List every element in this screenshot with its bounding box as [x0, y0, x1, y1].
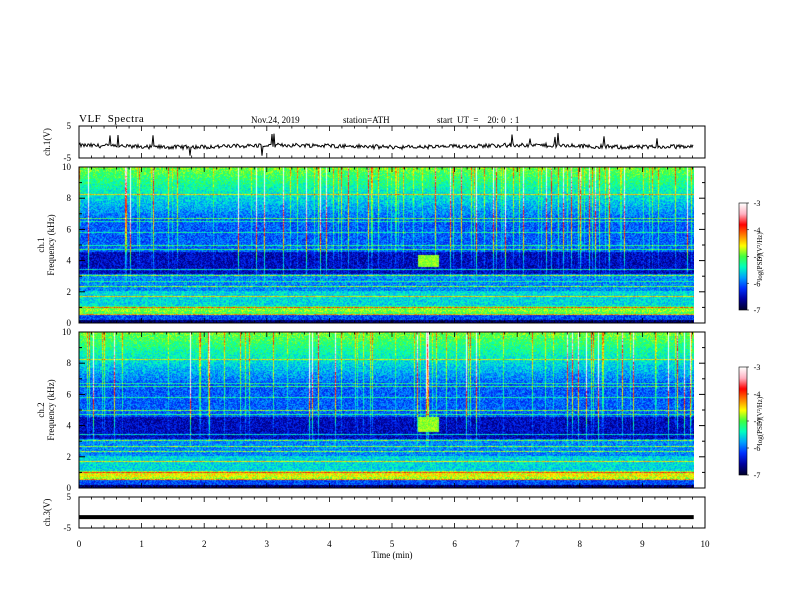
y-axis-label: Frequency (kHz)	[46, 379, 56, 440]
colorbar-tick-label: -7	[754, 306, 761, 315]
y-tick-label: 2	[67, 287, 72, 297]
date-label: Nov.24, 2019	[251, 115, 300, 125]
y-axis-label: ch.1(V)	[42, 128, 52, 156]
y-tick-label: 4	[67, 256, 72, 266]
x-tick-label: 2	[202, 539, 207, 549]
figure-title: VLF Spectra	[79, 113, 145, 125]
y-tick-label: -5	[64, 523, 72, 533]
y-tick-label: 0	[67, 318, 72, 328]
x-tick-label: 6	[452, 539, 457, 549]
colorbar-label: log(PSD)(V²/Hz)	[756, 232, 764, 281]
trace-ch1-waveform	[78, 132, 694, 156]
y-axis-label: ch.3(V)	[42, 499, 52, 527]
colorbar-tick-label: -4	[754, 226, 761, 235]
x-axis-label: Time (min)	[372, 550, 413, 560]
y-tick-label: 0	[67, 483, 72, 493]
y-tick-label: 6	[67, 389, 72, 399]
colorbar-label: log(PSD)(V²/Hz)	[756, 396, 764, 445]
y-axis-label: Frequency (kHz)	[46, 214, 56, 275]
y-tick-label: 8	[67, 193, 72, 203]
y-tick-label: 5	[67, 492, 72, 502]
x-tick-label: 8	[578, 539, 583, 549]
colorbar-tick-label: -3	[754, 363, 761, 372]
chart-marks	[78, 132, 694, 520]
x-tick-label: 7	[515, 539, 520, 549]
spectrogram-ch2-spectrogram	[79, 332, 694, 488]
y-tick-label: 8	[67, 358, 72, 368]
y-axis-channel-label: ch.2	[36, 402, 46, 417]
colorbar-tick-label: -3	[754, 199, 761, 208]
x-tick-label: 1	[139, 539, 144, 549]
x-tick-label: 3	[265, 539, 270, 549]
y-tick-label: 5	[67, 121, 72, 131]
colorbar-tick-label: -7	[754, 471, 761, 480]
colorbar-tick-label: -5	[754, 253, 761, 262]
spectrogram-ch1-spectrogram	[79, 167, 694, 323]
station-label: station=ATH	[343, 115, 390, 125]
colorbar-tick-label: -6	[754, 279, 761, 288]
x-tick-label: 10	[701, 539, 711, 549]
y-tick-label: 6	[67, 224, 72, 234]
colorbar-tick-label: -5	[754, 417, 761, 426]
x-tick-label: 9	[640, 539, 645, 549]
y-tick-label: 2	[67, 452, 72, 462]
y-tick-label: 10	[62, 162, 72, 172]
spectrogram-images	[79, 167, 747, 488]
colorbar-tick-label: -4	[754, 390, 761, 399]
y-tick-label: -5	[64, 153, 72, 163]
start-ut-label: start UT = 20: 0 : 1	[437, 115, 520, 125]
x-tick-label: 4	[327, 539, 332, 549]
colorbar-ch1-spectrogram	[739, 203, 747, 310]
y-tick-label: 4	[67, 421, 72, 431]
x-tick-label: 0	[77, 539, 82, 549]
colorbar-ch2-spectrogram	[739, 367, 747, 475]
x-tick-label: 5	[390, 539, 395, 549]
y-tick-label: 10	[62, 327, 72, 337]
colorbar-tick-label: -6	[754, 444, 761, 453]
y-axis-channel-label: ch.1	[36, 237, 46, 252]
